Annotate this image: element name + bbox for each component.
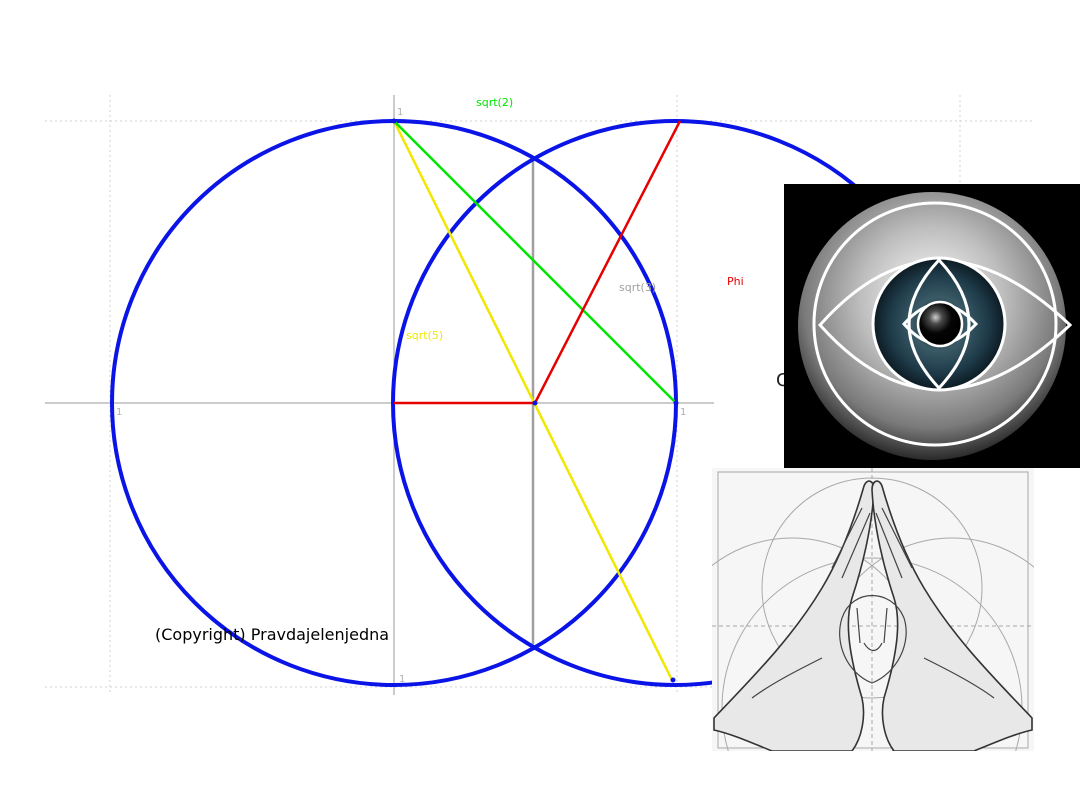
sqrt2-line	[393, 120, 677, 404]
point-bottom	[670, 677, 676, 683]
axes	[45, 95, 714, 695]
eye-pupil	[916, 300, 964, 348]
all-seeing-eye-icon	[798, 192, 1073, 460]
hands-sketch-image	[712, 468, 1034, 751]
label-sqrt3: sqrt(3)	[619, 281, 656, 294]
sqrt5-line	[392, 120, 674, 681]
point-right	[673, 400, 679, 406]
point-center	[532, 400, 538, 406]
eye-outline	[817, 259, 1073, 391]
pencil-sketch-hands-icon	[712, 468, 1034, 751]
copyright-text: (Copyright) Pravdajelenjedna	[155, 625, 389, 644]
tick-label-x-neg: 1	[116, 407, 122, 418]
all-seeing-eye-image	[784, 184, 1080, 468]
eye-outer-ring	[812, 201, 1058, 447]
tick-label-y-pos: 1	[397, 107, 403, 118]
label-sqrt5: sqrt(5)	[406, 329, 443, 342]
tick-label-x-pos: 1	[680, 407, 686, 418]
label-phi: Phi	[727, 275, 744, 288]
point-top	[391, 118, 397, 124]
label-sqrt2: sqrt(2)	[476, 96, 513, 109]
tick-label-y-neg: 1	[399, 674, 405, 685]
eye-vesica-vertical	[907, 257, 971, 391]
